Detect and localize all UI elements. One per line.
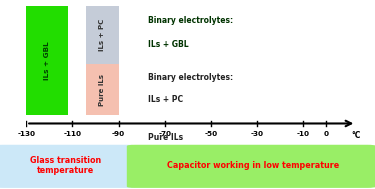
FancyBboxPatch shape [0,146,135,187]
Bar [26,6,68,115]
FancyBboxPatch shape [128,146,375,187]
Text: -130: -130 [17,131,35,137]
Text: 0: 0 [324,131,329,137]
Text: Capacitor working in low temperature: Capacitor working in low temperature [167,161,339,170]
Text: ILs + GBL: ILs + GBL [44,41,50,80]
Text: Binary electrolytes:: Binary electrolytes: [148,16,233,25]
Text: ILs + PC: ILs + PC [99,19,105,51]
Text: ILs + PC: ILs + PC [148,95,183,104]
Text: Pure ILs: Pure ILs [148,133,183,142]
Text: -70: -70 [158,131,171,137]
Text: Pure ILs: Pure ILs [99,74,105,105]
Text: -90: -90 [112,131,125,137]
Text: °C: °C [352,131,361,140]
Text: -50: -50 [204,131,218,137]
Text: -10: -10 [297,131,310,137]
Text: -30: -30 [251,131,264,137]
Bar [86,6,118,64]
Text: -110: -110 [63,131,81,137]
Text: ILs + GBL: ILs + GBL [148,40,189,49]
Bar [86,64,118,115]
Text: Glass transition
temperature: Glass transition temperature [30,156,101,175]
Text: Binary electrolytes:: Binary electrolytes: [148,73,233,82]
